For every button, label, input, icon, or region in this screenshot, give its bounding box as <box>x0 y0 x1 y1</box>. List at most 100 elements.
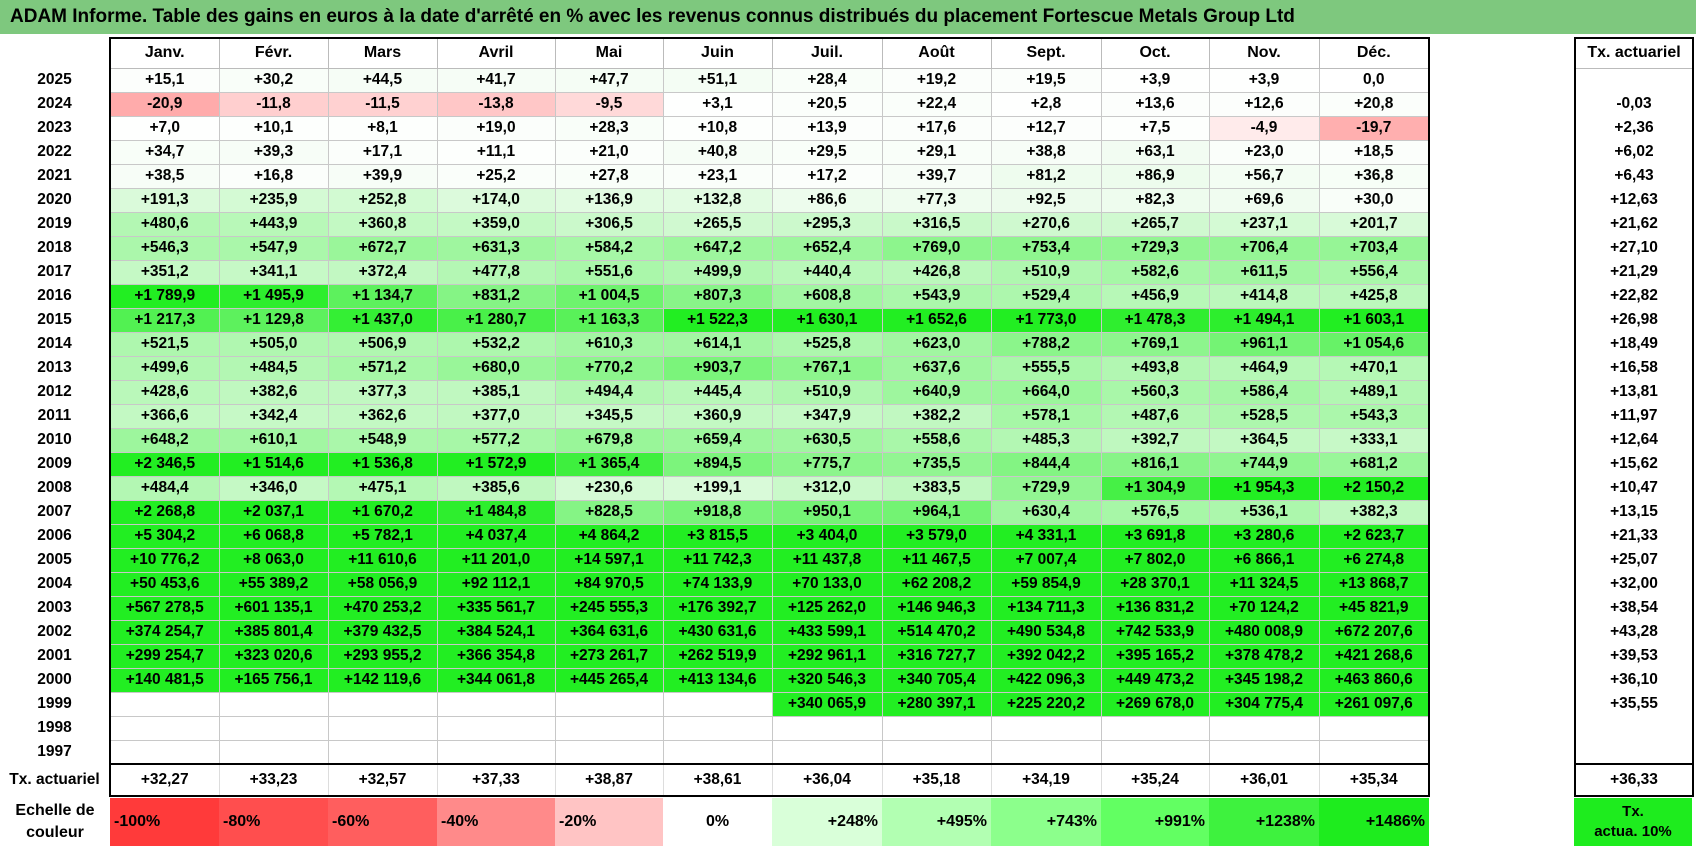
gain-cell: +199,1 <box>662 475 773 501</box>
gain-cell: +269 678,0 <box>1100 691 1210 717</box>
year-label: 2016 <box>37 287 72 304</box>
gain-cell: +270,6 <box>990 211 1102 237</box>
gain-cell: +1 365,4 <box>554 451 664 477</box>
year-label: 2002 <box>37 623 72 640</box>
gain-cell: +844,4 <box>990 451 1102 477</box>
rate-cell: +13,15 <box>1574 500 1694 524</box>
page-title: ADAM Informe. Table des gains en euros à… <box>0 0 1696 34</box>
gain-cell: +555,5 <box>990 355 1102 381</box>
legend-swatch: +248% <box>772 798 882 846</box>
gain-cell: +525,8 <box>771 331 883 357</box>
gain-cell: +225 220,2 <box>990 691 1102 717</box>
gain-cell: +265,5 <box>662 211 773 237</box>
gain-cell: +1 129,8 <box>218 307 329 333</box>
gain-cell: +769,0 <box>881 235 992 261</box>
gain-cell: +4 037,4 <box>436 523 556 549</box>
rate-cell: +21,62 <box>1574 212 1694 236</box>
gain-cell: +11 742,3 <box>662 547 773 573</box>
gain-cell: +950,1 <box>771 499 883 525</box>
gain-cell: +499,6 <box>109 355 220 381</box>
gain-cell: +1 789,9 <box>109 283 220 309</box>
gain-cell: +1 054,6 <box>1318 331 1430 357</box>
gain-cell: +20,8 <box>1318 91 1430 117</box>
gain-cell: +16,8 <box>218 163 329 189</box>
gain-cell <box>436 739 556 765</box>
gain-cell: +38,8 <box>990 139 1102 165</box>
year-label: 2018 <box>37 239 72 256</box>
gain-cell: +7,0 <box>109 115 220 141</box>
rate-cell <box>1574 716 1694 740</box>
gain-cell: +582,6 <box>1100 259 1210 285</box>
gain-cell: +443,9 <box>218 211 329 237</box>
gain-cell: +769,1 <box>1100 331 1210 357</box>
gain-cell: +28,3 <box>554 115 664 141</box>
gain-cell: +50 453,6 <box>109 571 220 597</box>
color-scale-legend: Echelle de couleur -100% -80% -60% -40% -20%… <box>0 798 1429 846</box>
footer-value: +36,01 <box>1208 764 1320 797</box>
gain-cell: +14 597,1 <box>554 547 664 573</box>
gain-cell: +3,9 <box>1208 67 1320 93</box>
gain-cell: -9,5 <box>554 91 664 117</box>
legend-swatch: +991% <box>1101 798 1209 846</box>
gain-cell: +136,9 <box>554 187 664 213</box>
year-label: 2021 <box>37 167 72 184</box>
gain-cell: +351,2 <box>109 259 220 285</box>
gain-cell: +374 254,7 <box>109 619 220 645</box>
gain-cell: +19,5 <box>990 67 1102 93</box>
rate-cell: +18,49 <box>1574 332 1694 356</box>
gain-cell: +51,1 <box>662 67 773 93</box>
gain-cell: +456,9 <box>1100 283 1210 309</box>
gain-cell: +3,1 <box>662 91 773 117</box>
gain-cell: +28,4 <box>771 67 883 93</box>
gain-cell: +558,6 <box>881 427 992 453</box>
gain-cell: +494,4 <box>554 379 664 405</box>
year-label: 2007 <box>37 503 72 520</box>
gain-cell: +1 484,8 <box>436 499 556 525</box>
month-header: Janv. <box>109 37 220 69</box>
gain-cell: 0,0 <box>1318 67 1430 93</box>
gain-cell: +1 954,3 <box>1208 475 1320 501</box>
gain-cell: +1 163,3 <box>554 307 664 333</box>
gain-cell: +543,9 <box>881 283 992 309</box>
gain-cell: +7 802,0 <box>1100 547 1210 573</box>
year-label: 2014 <box>37 335 72 352</box>
rate-cell: +39,53 <box>1574 644 1694 668</box>
gain-cell: +742 533,9 <box>1100 619 1210 645</box>
legend-swatch: 0% <box>663 798 772 846</box>
gain-cell: +92 112,1 <box>436 571 556 597</box>
gain-cell: +23,1 <box>662 163 773 189</box>
gain-cell: +12,6 <box>1208 91 1320 117</box>
gain-cell: +3 404,0 <box>771 523 883 549</box>
table-row: 2000 +140 481,5 +165 756,1 +142 119,6 +344 0… <box>0 667 1430 693</box>
gain-cell: +1 670,2 <box>327 499 438 525</box>
year-label: 2001 <box>37 647 72 664</box>
table-row: 2020 +191,3 +235,9 +252,8 +174,0 +136,9 +132,8… <box>0 187 1430 213</box>
gain-cell: +201,7 <box>1318 211 1430 237</box>
gain-cell <box>327 715 438 741</box>
gain-cell: +19,2 <box>881 67 992 93</box>
footer-label: Tx. actuariel <box>9 771 100 788</box>
gain-cell: +392,7 <box>1100 427 1210 453</box>
gain-cell: +20,5 <box>771 91 883 117</box>
gain-cell: +11 324,5 <box>1208 571 1320 597</box>
gain-cell: +532,2 <box>436 331 556 357</box>
gain-cell: +421 268,6 <box>1318 643 1430 669</box>
gain-cell: +770,2 <box>554 355 664 381</box>
gain-cell: +3 280,6 <box>1208 523 1320 549</box>
gain-cell: +611,5 <box>1208 259 1320 285</box>
gain-cell <box>109 739 220 765</box>
year-label: 2009 <box>37 455 72 472</box>
gain-cell: +556,4 <box>1318 259 1430 285</box>
gain-cell: +17,2 <box>771 163 883 189</box>
rate-cell: +6,43 <box>1574 164 1694 188</box>
gain-cell: +433 599,1 <box>771 619 883 645</box>
footer-value: +34,19 <box>990 764 1102 797</box>
gain-cell: +1 280,7 <box>436 307 556 333</box>
gain-cell: +237,1 <box>1208 211 1320 237</box>
gain-cell: +11 437,8 <box>771 547 883 573</box>
gain-cell: +445,4 <box>662 379 773 405</box>
gain-cell <box>1100 715 1210 741</box>
footer-value: +37,33 <box>436 764 556 797</box>
gain-cell: +5 304,2 <box>109 523 220 549</box>
gain-cell: +58 056,9 <box>327 571 438 597</box>
